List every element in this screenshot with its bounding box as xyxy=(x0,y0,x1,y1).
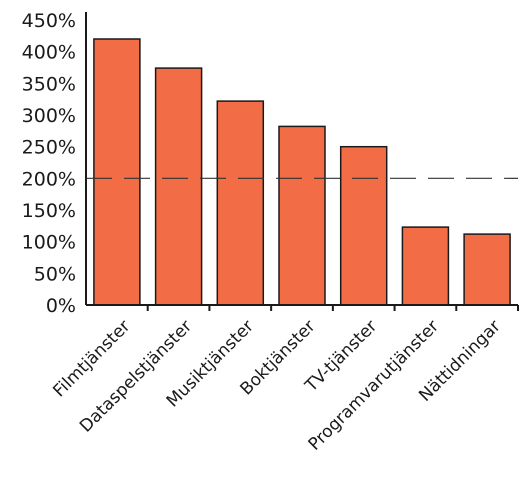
bar xyxy=(463,233,511,306)
y-tick-label: 450% xyxy=(22,10,76,32)
bar xyxy=(339,145,388,306)
y-tick-label: 200% xyxy=(22,168,76,190)
y-tick-label: 250% xyxy=(22,137,76,159)
bar xyxy=(216,100,265,306)
bar xyxy=(278,125,326,306)
y-tick-label: 300% xyxy=(22,105,76,127)
bar xyxy=(401,226,450,306)
y-tick-label: 150% xyxy=(22,200,76,222)
bar xyxy=(93,38,141,306)
y-tick-label: 400% xyxy=(22,42,76,64)
y-tick-label: 100% xyxy=(22,232,76,254)
y-tick-label: 0% xyxy=(46,295,76,317)
bar xyxy=(154,67,203,306)
x-category-label: Dataspelstjänster xyxy=(76,316,196,436)
y-tick-label: 350% xyxy=(22,73,76,95)
y-tick-label: 50% xyxy=(34,263,76,285)
